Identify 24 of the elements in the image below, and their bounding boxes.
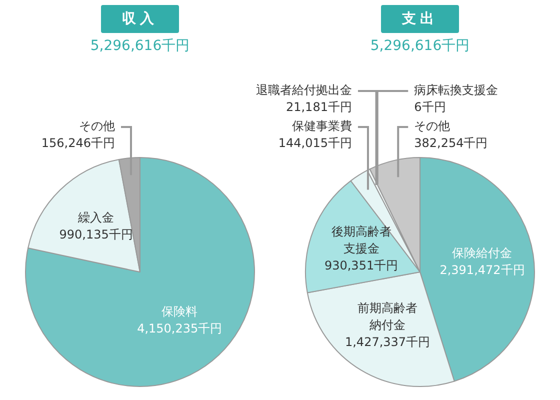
slice-label: その他: [414, 119, 450, 134]
data-label: 156,246千円: [41, 136, 115, 150]
chart-subtitle: 5,296,616千円: [90, 37, 190, 56]
slice-label: 繰入金: [77, 210, 114, 225]
data-label: 1,427,337千円: [344, 335, 430, 350]
chart-subtitle: 5,296,616千円: [370, 37, 470, 56]
slice-label: 前期高齢者納付金: [358, 301, 418, 332]
slice-label: その他: [78, 119, 115, 134]
slice-label: 後期高齢者支援金: [331, 224, 392, 256]
data-label: 2,391,472千円: [440, 263, 525, 278]
slice-label: 保険給付金: [452, 246, 512, 260]
data-label: 6千円: [414, 100, 446, 114]
data-label: 21,181千円: [286, 100, 352, 114]
data-label: 930,351千円: [324, 258, 398, 272]
slice-label: 病床転換支援金: [414, 83, 498, 98]
data-label: 4,150,235千円: [137, 322, 222, 336]
slice-label: 保険料: [162, 304, 198, 319]
slice-label: 退職者給付拠出金: [256, 83, 352, 98]
chart-title: 支出: [381, 5, 459, 33]
data-label: 990,135千円: [59, 228, 133, 242]
data-label: 382,254千円: [414, 136, 488, 150]
chart-title: 収入: [101, 5, 179, 33]
data-label: 144,015千円: [278, 136, 352, 150]
slice-label: 保健事業費: [292, 119, 352, 134]
